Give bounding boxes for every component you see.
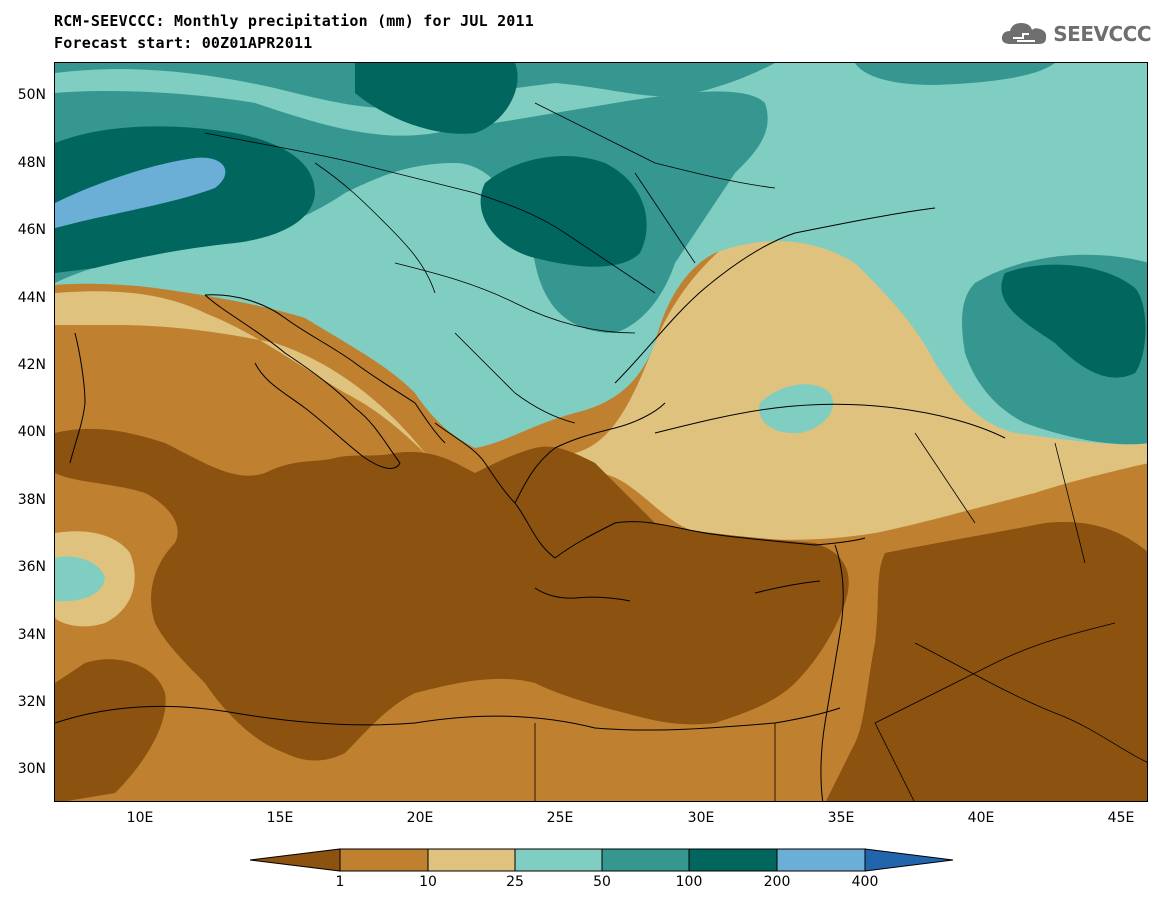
legend-swatch-50-100	[601, 848, 690, 872]
legend-label-1: 1	[335, 874, 345, 890]
shade-100-200-caucasus	[1001, 264, 1146, 378]
lat-tick-32n: 32N	[17, 694, 46, 710]
lon-tick-30e: 30E	[687, 810, 715, 826]
coastlines	[55, 207, 1006, 801]
legend-swatch-above-400	[864, 848, 954, 872]
lat-tick-36n: 36N	[17, 559, 46, 575]
legend-swatch-100-200	[688, 848, 778, 872]
lat-tick-38n: 38N	[17, 492, 46, 508]
shade-0-1-east	[825, 522, 1147, 801]
seevccc-logo: SEEVCCC	[999, 20, 1151, 48]
cloud-icon	[1002, 23, 1047, 44]
legend-swatch-200-400	[776, 848, 866, 872]
lat-tick-42n: 42N	[17, 357, 46, 373]
legend-label-400: 400	[851, 874, 879, 890]
lon-tick-35e: 35E	[827, 810, 855, 826]
shade-100-200-carpathia	[480, 155, 647, 267]
color-legend-bar	[250, 848, 954, 872]
precipitation-map	[54, 62, 1148, 802]
lon-tick-45e: 45E	[1107, 810, 1135, 826]
lat-tick-34n: 34N	[17, 627, 46, 643]
lon-tick-40e: 40E	[967, 810, 995, 826]
precipitation-field	[55, 63, 1147, 801]
lon-tick-25e: 25E	[546, 810, 574, 826]
lat-tick-50n: 50N	[17, 87, 46, 103]
legend-label-200: 200	[763, 874, 791, 890]
lat-tick-30n: 30N	[17, 761, 46, 777]
shade-0-1	[55, 428, 849, 761]
shade-100-200-north	[355, 63, 518, 134]
map-title: RCM-SEEVCCC: Monthly precipitation (mm) …	[54, 12, 534, 30]
lat-tick-40n: 40N	[17, 424, 46, 440]
legend-swatch-25-50	[514, 848, 603, 872]
lat-tick-44n: 44N	[17, 290, 46, 306]
country-borders	[204, 102, 1147, 801]
shade-100-200	[55, 126, 315, 273]
legend-swatch-below-1	[250, 848, 341, 872]
legend-label-10: 10	[419, 874, 437, 890]
lon-tick-10e: 10E	[126, 810, 154, 826]
shade-25-50-sea	[759, 384, 834, 434]
legend-swatch-1-10	[339, 848, 429, 872]
lat-tick-46n: 46N	[17, 222, 46, 238]
lon-tick-15e: 15E	[266, 810, 294, 826]
shade-0-1-sw	[55, 659, 166, 801]
legend-label-25: 25	[506, 874, 524, 890]
shade-25-50-tunisia	[55, 556, 105, 602]
forecast-start-subtitle: Forecast start: 00Z01APR2011	[54, 34, 313, 52]
lat-tick-48n: 48N	[17, 155, 46, 171]
shade-50-100-north	[855, 63, 1055, 85]
shade-200-400-alps	[55, 157, 226, 228]
logo-text: SEEVCCC	[1053, 22, 1151, 46]
legend-label-100: 100	[675, 874, 703, 890]
legend-label-50: 50	[593, 874, 611, 890]
legend-swatch-10-25	[427, 848, 516, 872]
lon-tick-20e: 20E	[406, 810, 434, 826]
